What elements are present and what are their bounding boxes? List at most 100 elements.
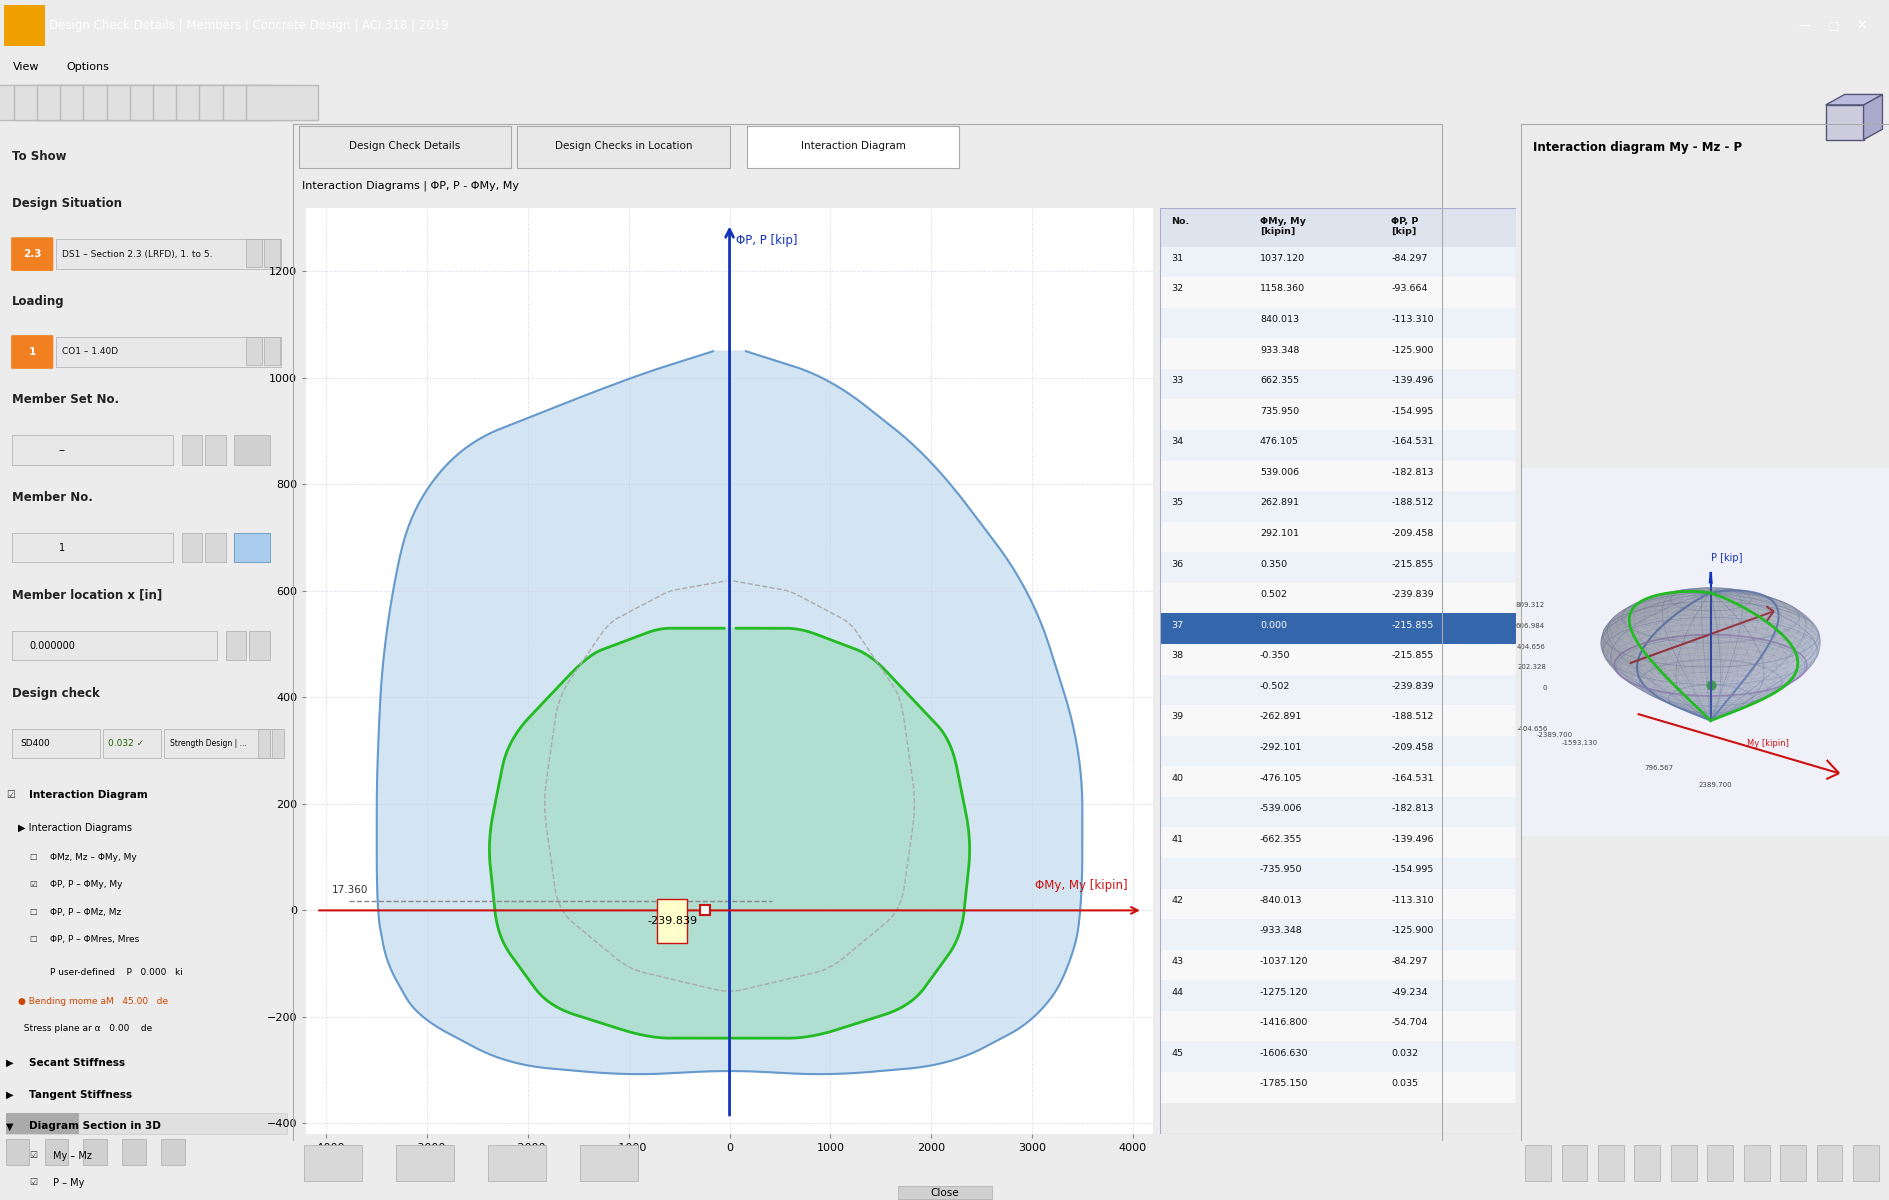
Text: ▼: ▼ <box>6 1121 13 1132</box>
FancyBboxPatch shape <box>1160 368 1515 400</box>
Polygon shape <box>1825 104 1863 139</box>
FancyBboxPatch shape <box>161 1139 185 1165</box>
Text: ΦMy, My [kipin]: ΦMy, My [kipin] <box>1035 878 1128 892</box>
Text: P user-defined    P   0.000   ki: P user-defined P 0.000 ki <box>49 967 183 977</box>
Text: 37: 37 <box>1171 620 1183 630</box>
FancyBboxPatch shape <box>1160 797 1515 827</box>
Text: 0.032 ✓: 0.032 ✓ <box>108 739 144 748</box>
Text: 0.000000: 0.000000 <box>30 641 76 650</box>
FancyBboxPatch shape <box>45 1139 68 1165</box>
FancyBboxPatch shape <box>1160 827 1515 858</box>
FancyBboxPatch shape <box>1160 430 1515 461</box>
FancyBboxPatch shape <box>0 85 62 120</box>
FancyBboxPatch shape <box>897 1187 992 1199</box>
FancyBboxPatch shape <box>1560 1145 1587 1181</box>
Text: ✕: ✕ <box>1855 19 1866 32</box>
FancyBboxPatch shape <box>1160 277 1515 307</box>
FancyBboxPatch shape <box>6 1139 30 1165</box>
FancyBboxPatch shape <box>176 85 247 120</box>
FancyBboxPatch shape <box>257 728 270 758</box>
Text: 1: 1 <box>28 347 36 356</box>
Text: Design Check Details | Members | Concrete Design | ACI 318 | 2019: Design Check Details | Members | Concret… <box>49 19 450 32</box>
Text: -113.310: -113.310 <box>1390 896 1434 905</box>
Text: 476.105: 476.105 <box>1260 437 1298 446</box>
Text: ΦP, P
[kip]: ΦP, P [kip] <box>1390 217 1419 236</box>
Text: Strength Design | ...: Strength Design | ... <box>170 739 247 748</box>
Text: CO1 – 1.40D: CO1 – 1.40D <box>62 348 117 356</box>
FancyBboxPatch shape <box>225 631 246 660</box>
Text: ▶: ▶ <box>6 1058 13 1068</box>
Polygon shape <box>376 352 1082 1074</box>
FancyBboxPatch shape <box>1160 1042 1515 1072</box>
Text: ☐: ☐ <box>30 853 36 862</box>
FancyBboxPatch shape <box>1160 767 1515 797</box>
FancyBboxPatch shape <box>246 85 317 120</box>
Text: No.: No. <box>1171 217 1188 226</box>
Text: -54.704: -54.704 <box>1390 1018 1426 1027</box>
FancyBboxPatch shape <box>181 436 202 464</box>
Text: -164.531: -164.531 <box>1390 774 1434 782</box>
Text: -164.531: -164.531 <box>1390 437 1434 446</box>
FancyBboxPatch shape <box>1160 208 1515 246</box>
Text: Interaction Diagram: Interaction Diagram <box>30 790 147 799</box>
FancyBboxPatch shape <box>204 436 225 464</box>
FancyBboxPatch shape <box>6 1112 79 1134</box>
Text: -239.839: -239.839 <box>1390 590 1434 599</box>
Text: ☐: ☐ <box>30 907 36 917</box>
FancyBboxPatch shape <box>1160 674 1515 706</box>
FancyBboxPatch shape <box>1706 1145 1732 1181</box>
Text: ▶: ▶ <box>6 1090 13 1099</box>
FancyBboxPatch shape <box>1160 400 1515 430</box>
Polygon shape <box>1825 95 1881 104</box>
Text: -662.355: -662.355 <box>1260 835 1302 844</box>
Text: -0.502: -0.502 <box>1260 682 1290 691</box>
Text: 933.348: 933.348 <box>1260 346 1298 355</box>
Text: -292.101: -292.101 <box>1260 743 1302 752</box>
Text: -215.855: -215.855 <box>1390 652 1434 660</box>
Text: 539.006: 539.006 <box>1260 468 1298 476</box>
Text: ▶ Interaction Diagrams: ▶ Interaction Diagrams <box>17 823 132 834</box>
Text: 44: 44 <box>1171 988 1183 997</box>
Text: -125.900: -125.900 <box>1390 346 1434 355</box>
Text: -209.458: -209.458 <box>1390 529 1434 538</box>
Text: To Show: To Show <box>11 150 66 163</box>
FancyBboxPatch shape <box>181 533 202 563</box>
Text: Secant Stiffness: Secant Stiffness <box>30 1058 125 1068</box>
FancyBboxPatch shape <box>1160 338 1515 368</box>
Text: -215.855: -215.855 <box>1390 620 1434 630</box>
FancyBboxPatch shape <box>1160 980 1515 1010</box>
FancyBboxPatch shape <box>249 631 270 660</box>
FancyBboxPatch shape <box>580 1145 637 1181</box>
Text: 292.101: 292.101 <box>1260 529 1298 538</box>
FancyBboxPatch shape <box>106 85 178 120</box>
Text: Interaction Diagrams | ΦP, P - ΦMy, My: Interaction Diagrams | ΦP, P - ΦMy, My <box>302 181 519 191</box>
FancyBboxPatch shape <box>487 1145 546 1181</box>
Text: 262.891: 262.891 <box>1260 498 1298 508</box>
FancyBboxPatch shape <box>1160 888 1515 919</box>
FancyBboxPatch shape <box>1160 706 1515 736</box>
FancyBboxPatch shape <box>38 85 110 120</box>
FancyBboxPatch shape <box>397 1145 453 1181</box>
Text: SD400: SD400 <box>21 739 51 748</box>
FancyBboxPatch shape <box>1524 1145 1551 1181</box>
Text: 17.360: 17.360 <box>331 886 368 895</box>
Text: Member No.: Member No. <box>11 491 93 504</box>
Text: ❑: ❑ <box>1827 20 1838 31</box>
Text: -125.900: -125.900 <box>1390 926 1434 936</box>
Text: -1785.150: -1785.150 <box>1260 1079 1307 1088</box>
Text: Design check: Design check <box>11 686 100 700</box>
Text: -735.950: -735.950 <box>1260 865 1302 875</box>
Text: Member Set No.: Member Set No. <box>11 394 119 406</box>
Text: Tangent Stiffness: Tangent Stiffness <box>30 1090 132 1099</box>
FancyBboxPatch shape <box>1160 858 1515 888</box>
FancyBboxPatch shape <box>234 533 270 563</box>
FancyBboxPatch shape <box>6 1112 287 1134</box>
FancyBboxPatch shape <box>223 85 295 120</box>
Text: ΦP, P – ΦMres, Mres: ΦP, P – ΦMres, Mres <box>49 935 140 944</box>
FancyBboxPatch shape <box>657 899 688 943</box>
Text: 735.950: 735.950 <box>1260 407 1298 415</box>
Text: View: View <box>13 61 40 72</box>
Text: Design Checks in Location: Design Checks in Location <box>553 142 691 151</box>
Text: ● Bending mome aM   45.00   de: ● Bending mome aM 45.00 de <box>17 997 168 1006</box>
Text: ΦMz, Mz – ΦMy, My: ΦMz, Mz – ΦMy, My <box>49 853 136 862</box>
